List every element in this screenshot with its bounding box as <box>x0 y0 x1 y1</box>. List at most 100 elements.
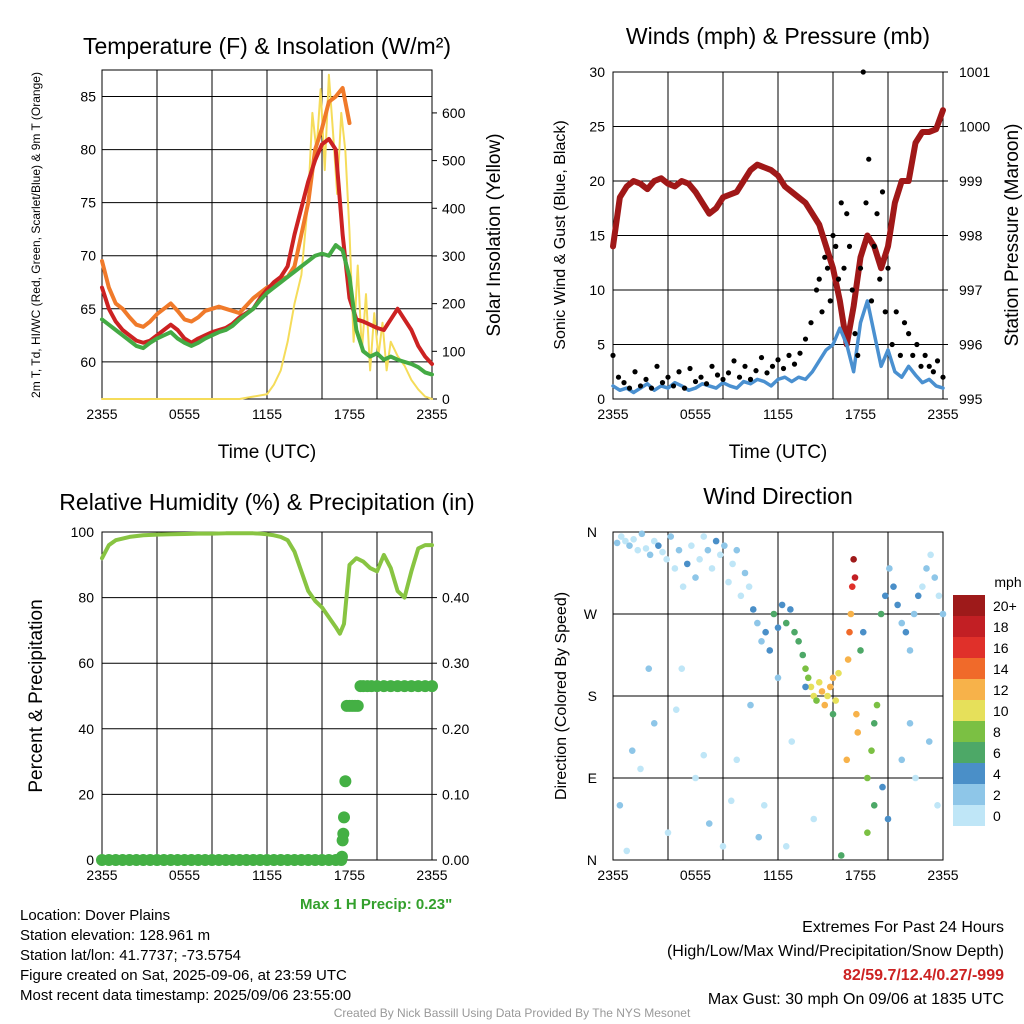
wind-point-gust <box>874 211 880 217</box>
dir-point <box>864 774 871 782</box>
dir-point <box>799 651 807 659</box>
temp-y-axis-label: 2m T, Td, HI/WC (Red, Green, Scarlet/Blu… <box>29 72 43 398</box>
dir-point <box>745 583 753 590</box>
dir-point <box>760 802 768 809</box>
dir-point <box>795 638 802 645</box>
wind-point-gust <box>841 265 847 271</box>
dir-point <box>721 542 728 549</box>
dir-point <box>655 542 662 549</box>
wind-point-gust <box>725 370 732 376</box>
wind-point-gust <box>906 331 912 337</box>
dir-point <box>829 710 837 718</box>
temp-y-tick-label: 85 <box>80 89 96 105</box>
dir-point <box>774 624 782 631</box>
dir-point <box>700 751 708 759</box>
dir-point <box>935 592 943 600</box>
wind-point-gust <box>835 276 842 282</box>
dir-point <box>857 647 864 654</box>
wind-y-tick-label: 5 <box>597 337 605 353</box>
rh-x-tick-label: 2355 <box>416 867 447 883</box>
rh-chart-title: Relative Humidity (%) & Precipitation (i… <box>59 489 474 515</box>
dir-legend-swatch <box>953 658 985 679</box>
wind-point-gust <box>868 298 875 304</box>
dir-legend-swatch <box>953 805 985 826</box>
temp-x-tick-label: 0555 <box>169 406 200 422</box>
dir-legend-swatch <box>953 742 985 763</box>
dir-point <box>650 720 658 727</box>
dir-point <box>859 628 867 636</box>
dir-legend-label: 0 <box>993 808 1001 824</box>
dir-point <box>729 560 736 568</box>
dir-y-tick-label: N <box>587 852 597 868</box>
wind-y-tick-label: 10 <box>589 282 605 298</box>
wind-point-gust <box>901 320 908 326</box>
wind-y2-tick-label: 999 <box>959 173 983 189</box>
wind-point-gust <box>626 385 633 391</box>
dir-point <box>782 843 790 850</box>
dir-point <box>868 747 875 754</box>
rh-y-axis-label: Percent & Precipitation <box>26 599 47 792</box>
dir-legend-swatch <box>953 679 985 700</box>
dir-point <box>749 606 757 613</box>
temp-y2-tick-label: 0 <box>442 391 450 407</box>
dir-point <box>854 729 862 736</box>
dir-y-tick-label: S <box>588 688 597 704</box>
wind-point-gust <box>665 374 671 380</box>
dir-y-axis-label: Direction (Colored By Speed) <box>553 592 570 800</box>
wind-point-gust <box>648 385 655 391</box>
dir-point <box>762 628 769 636</box>
dir-legend-label: 12 <box>993 682 1009 698</box>
rh-x-tick-label: 0555 <box>169 867 200 883</box>
dir-point <box>634 546 642 554</box>
wind-point-gust <box>934 358 941 364</box>
wind-point-gust <box>930 369 936 375</box>
dir-x-tick-label: 0555 <box>680 867 711 883</box>
wind-point-gust <box>753 368 759 374</box>
dir-point <box>664 829 672 836</box>
wind-point-gust <box>692 378 699 385</box>
wind-point-gust <box>813 287 820 293</box>
wind-point-gust <box>687 365 693 372</box>
dir-legend-swatch <box>953 784 985 805</box>
dir-point <box>628 747 636 754</box>
dir-point <box>755 833 763 841</box>
dir-point <box>802 683 809 691</box>
dir-point <box>688 542 695 549</box>
wind-series-pressure <box>610 107 946 348</box>
temp-y2-tick-label: 400 <box>442 200 466 216</box>
wind-point-gust <box>819 309 825 315</box>
dir-point <box>881 592 889 600</box>
dir-point <box>846 628 853 636</box>
wind-point-gust <box>846 243 853 249</box>
rh-y2-tick-label: 0.10 <box>442 786 469 802</box>
temp-series-2m-t <box>100 136 434 366</box>
dir-point <box>778 601 786 609</box>
temp-y-tick-label: 70 <box>80 248 96 264</box>
wind-point-gust <box>659 380 666 386</box>
rh-y-tick-label: 20 <box>78 786 94 802</box>
wind-y-tick-label: 15 <box>589 228 605 244</box>
rh-y-tick-label: 40 <box>78 721 94 737</box>
wind-point-gust <box>879 189 886 195</box>
wind-point-gust <box>852 331 858 337</box>
dir-legend-label: 18 <box>993 619 1009 635</box>
wind-y2-tick-label: 995 <box>959 391 983 407</box>
dir-point <box>818 688 826 695</box>
dir-legend-swatch <box>953 595 985 616</box>
dir-point <box>758 638 765 645</box>
latlon-text: Station lat/lon: 41.7737; -73.5754 <box>20 947 242 964</box>
dir-point <box>616 802 624 809</box>
wind-point-gust <box>747 376 754 382</box>
wind-point-gust <box>871 243 877 249</box>
dir-point <box>692 774 699 782</box>
dir-point <box>870 802 878 809</box>
dir-point <box>877 610 885 618</box>
wind-point-gust <box>857 265 864 271</box>
dir-point <box>788 738 796 745</box>
dir-point <box>671 565 679 572</box>
extremes-values: 82/59.7/12.4/0.27/-999 <box>842 967 1004 984</box>
dir-point <box>787 606 794 613</box>
wind-y2-tick-label: 998 <box>959 228 983 244</box>
dir-point <box>737 592 745 600</box>
wind-point-gust <box>637 383 644 389</box>
